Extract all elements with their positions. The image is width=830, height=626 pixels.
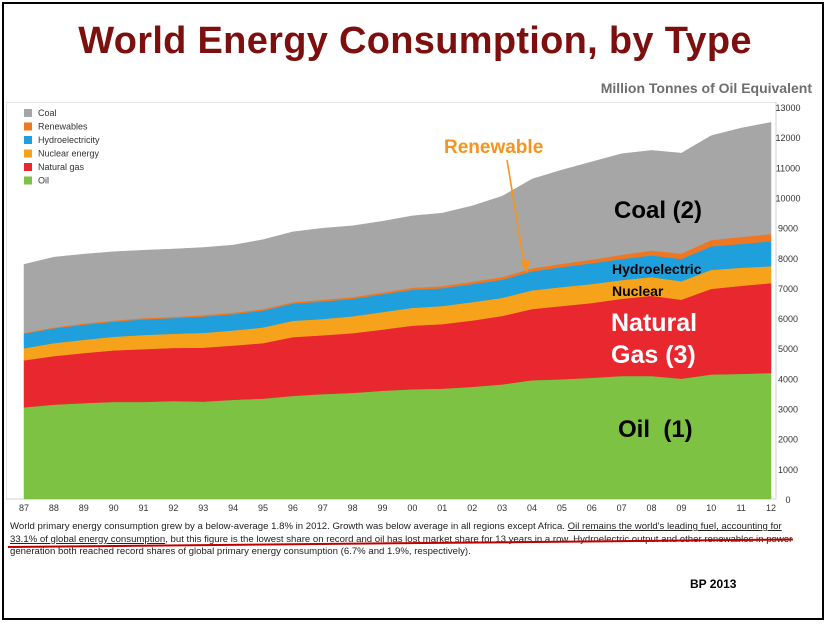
y-tick-label: 7000 xyxy=(778,284,798,294)
x-tick-label: 03 xyxy=(497,503,507,513)
legend-label-hydroelectricity: Hydroelectricity xyxy=(38,135,100,145)
footnote-text-2: , but this figure is the lowest share on… xyxy=(10,533,793,558)
x-tick-label: 07 xyxy=(617,503,627,513)
gas-label-line1: Natural xyxy=(611,309,697,337)
y-tick-label: 9000 xyxy=(778,224,798,234)
legend-swatch-natural-gas xyxy=(24,163,32,171)
stacked-area-chart: 0100020003000400050006000700080009000100… xyxy=(5,101,801,513)
legend-label-coal: Coal xyxy=(38,108,57,118)
footnote-text-1: World primary energy consumption grew by… xyxy=(10,521,568,532)
x-tick-label: 09 xyxy=(676,503,686,513)
legend-label-oil: Oil xyxy=(38,176,49,186)
y-tick-label: 12000 xyxy=(775,133,800,143)
x-axis: 87 88 89 90 91 92 93 94 95 96 97 98 99 00 01 02 03 04 05 06… xyxy=(19,503,776,513)
x-tick-label: 91 xyxy=(139,503,149,513)
y-tick-label: 2000 xyxy=(778,435,798,445)
annotations: Renewable Coal (2) Hydroelectric Nuclear… xyxy=(444,137,702,443)
chart-footnote: World primary energy consumption grew by… xyxy=(10,521,800,559)
x-tick-label: 06 xyxy=(587,503,597,513)
x-tick-label: 94 xyxy=(228,503,238,513)
units-label: Million Tonnes of Oil Equivalent xyxy=(600,80,812,96)
legend-swatch-coal xyxy=(24,109,32,117)
chart-container: 0 1000 2000 3000 4000 5000 6000 7000 8000 9000 100… xyxy=(5,101,826,562)
y-tick-label: 3000 xyxy=(778,405,798,415)
renewable-callout-arrow xyxy=(506,159,526,270)
renewable-callout-label: Renewable xyxy=(444,137,543,158)
gas-label-line2: Gas (3) xyxy=(611,341,696,369)
coal-label: Coal (2) xyxy=(614,197,702,224)
y-tick-label: 1000 xyxy=(778,465,798,475)
x-tick-label: 05 xyxy=(557,503,567,513)
y-axis: 0 1000 2000 3000 4000 5000 6000 7000 8000 9000 100… xyxy=(775,103,800,505)
series-areas xyxy=(23,122,772,500)
x-tick-label: 87 xyxy=(19,503,29,513)
x-tick-label: 96 xyxy=(288,503,298,513)
x-tick-label: 08 xyxy=(646,503,656,513)
y-tick-label: 8000 xyxy=(778,254,798,264)
x-tick-label: 93 xyxy=(198,503,208,513)
renewable-callout-arrowhead xyxy=(520,260,530,273)
x-tick-label: 98 xyxy=(348,503,358,513)
legend-label-natural-gas: Natural gas xyxy=(38,162,85,172)
x-tick-label: 02 xyxy=(467,503,477,513)
y-tick-label: 10000 xyxy=(775,193,800,203)
x-tick-label: 88 xyxy=(49,503,59,513)
legend-swatch-oil xyxy=(24,176,32,185)
x-tick-label: 12 xyxy=(766,503,776,513)
x-tick-label: 97 xyxy=(318,503,328,513)
x-tick-label: 90 xyxy=(109,503,119,513)
x-tick-label: 11 xyxy=(736,503,745,513)
x-tick-label: 95 xyxy=(258,503,268,513)
footnote-underlined-text: Oil remains the world's leading fuel, ac… xyxy=(10,521,782,545)
nuclear-label: Nuclear xyxy=(612,283,664,299)
y-tick-label: 0 xyxy=(785,495,790,505)
legend-swatch-nuclear-energy xyxy=(24,149,32,158)
x-tick-label: 89 xyxy=(79,503,89,513)
legend-label-renewables: Renewables xyxy=(38,122,88,132)
oil-label: Oil (1) xyxy=(618,416,693,443)
x-tick-label: 92 xyxy=(168,503,178,513)
y-tick-label: 6000 xyxy=(778,314,798,324)
y-tick-label: 11000 xyxy=(776,163,800,173)
legend-swatch-renewables xyxy=(24,122,32,131)
y-tick-label: 4000 xyxy=(778,374,798,384)
y-tick-label: 13000 xyxy=(775,103,800,113)
legend-swatch-hydroelectricity xyxy=(24,136,32,144)
x-tick-label: 04 xyxy=(527,503,537,513)
hydro-label: Hydroelectric xyxy=(612,261,702,277)
x-tick-label: 99 xyxy=(378,503,388,513)
x-tick-label: 01 xyxy=(437,503,447,513)
area-coal xyxy=(23,122,772,334)
source-label: BP 2013 xyxy=(690,577,737,591)
x-tick-label: 10 xyxy=(706,503,716,513)
slide-title: World Energy Consumption, by Type xyxy=(78,20,752,62)
legend: Coal Renewables Hydroelectricity Nuclear en… xyxy=(24,108,100,186)
legend-label-nuclear-energy: Nuclear energy xyxy=(38,149,100,159)
x-tick-label: 00 xyxy=(407,503,417,513)
y-tick-label: 5000 xyxy=(778,344,798,354)
